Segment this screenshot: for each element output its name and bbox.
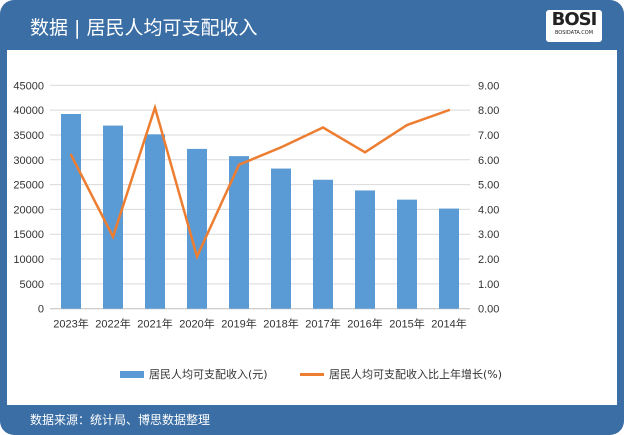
x-tick-label: 2023年 <box>53 317 88 331</box>
line-point <box>237 163 241 166</box>
y-right-tick-label: 8.00 <box>478 105 499 117</box>
y-right-tick-label: 3.00 <box>478 229 499 241</box>
bar <box>397 199 417 309</box>
y-right-tick-label: 1.00 <box>478 279 499 291</box>
x-tick-label: 2016年 <box>347 317 382 331</box>
line-point <box>363 151 367 154</box>
legend-line: 居民人均可支配收入比上年增长(%) <box>300 366 502 382</box>
bar <box>313 179 333 309</box>
y-left-tick-label: 10000 <box>13 254 44 266</box>
y-right-tick-label: 7.00 <box>478 130 499 142</box>
legend-line-swatch <box>300 372 324 376</box>
y-left-tick-label: 45000 <box>13 80 44 92</box>
x-tick-label: 2020年 <box>179 317 214 331</box>
y-right-tick-label: 5.00 <box>478 180 499 192</box>
legend-bar: 居民人均可支配收入(元) <box>120 366 268 382</box>
line-point <box>447 108 451 112</box>
x-tick-label: 2014年 <box>431 317 466 331</box>
y-left-tick-label: 5000 <box>20 279 44 291</box>
line-point <box>405 123 409 127</box>
y-right-tick-label: 0.00 <box>478 304 499 316</box>
line-point <box>279 146 283 149</box>
line-point <box>195 255 199 258</box>
bar <box>271 168 291 309</box>
y-left-tick-label: 30000 <box>13 155 44 167</box>
bar <box>187 148 207 309</box>
bosi-logo: BOSI BOSIDATA.COM <box>546 10 602 42</box>
bar <box>103 125 123 309</box>
x-tick-label: 2019年 <box>221 317 256 331</box>
y-left-tick-label: 35000 <box>13 130 44 142</box>
x-tick-label: 2017年 <box>305 317 340 331</box>
y-left-tick-label: 40000 <box>13 105 44 117</box>
growth-line <box>69 103 450 261</box>
x-tick-label: 2018年 <box>263 317 298 331</box>
y-right-tick-label: 4.00 <box>478 204 499 216</box>
legend-bar-swatch <box>120 370 144 378</box>
y-left-tick-label: 15000 <box>13 229 44 241</box>
x-tick-label: 2022年 <box>95 317 130 331</box>
x-tick-label: 2021年 <box>137 317 172 331</box>
legend-bar-label: 居民人均可支配收入(元) <box>149 368 268 381</box>
y-left-tick-label: 0 <box>38 304 44 316</box>
header: 数据 | 居民人均可支配收入 BOSI BOSIDATA.COM <box>0 0 624 50</box>
y-right-tick-label: 6.00 <box>478 155 499 167</box>
line-point <box>321 126 325 129</box>
bar <box>145 134 165 309</box>
bar <box>355 190 375 309</box>
legend-line-label: 居民人均可支配收入比上年增长(%) <box>329 368 503 381</box>
bar <box>61 114 81 309</box>
x-tick-label: 2015年 <box>389 317 424 331</box>
data-source: 数据来源：统计局、博思数据整理 <box>30 413 211 427</box>
y-right-tick-label: 9.00 <box>478 80 499 92</box>
line-point <box>111 235 115 238</box>
y-left-tick-label: 25000 <box>13 180 44 192</box>
y-left-tick-label: 20000 <box>13 204 44 216</box>
line-point <box>153 106 157 109</box>
line-point <box>69 153 73 157</box>
page-title: 数据 | 居民人均可支配收入 <box>30 17 258 39</box>
bar <box>229 156 249 309</box>
bar <box>439 208 459 309</box>
y-right-tick-label: 2.00 <box>478 254 499 266</box>
